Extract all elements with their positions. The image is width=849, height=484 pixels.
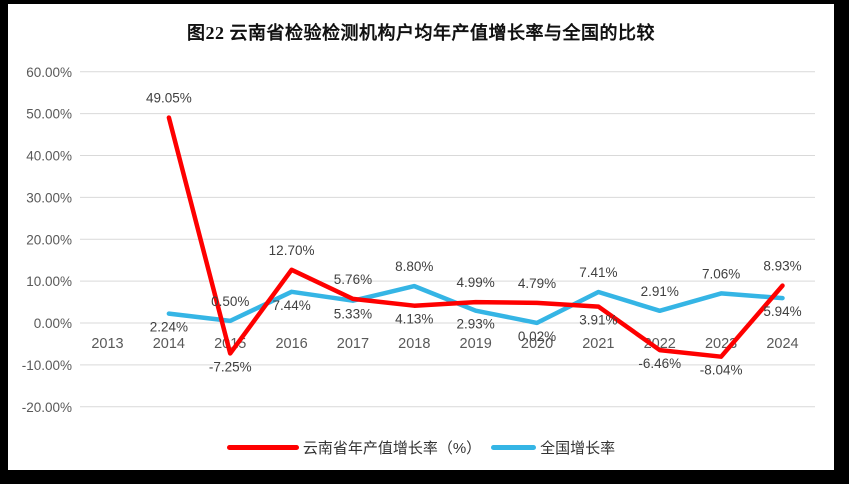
y-axis-tick-label: 50.00% [26,107,72,122]
y-axis-tick-label: -20.00% [22,400,72,415]
x-axis-tick-label: 2013 [91,336,123,352]
data-label: 7.06% [702,266,740,281]
x-axis-tick-label: 2022 [644,336,676,352]
legend-label-0: 云南省年产值增长率（%） [302,440,482,457]
x-axis-tick-label: 2018 [398,336,430,352]
data-label: 7.41% [579,265,617,280]
frame-border-right [834,0,849,484]
data-label: 5.76% [334,272,372,287]
x-axis-tick-label: 2021 [582,336,614,352]
series-line-0 [166,115,785,359]
data-label: 4.13% [395,312,433,327]
y-axis-tick-label: 20.00% [26,232,72,247]
data-label: 3.91% [579,313,617,328]
data-label: 12.70% [269,243,315,258]
data-label: -8.04% [700,363,743,378]
data-label: 2.24% [150,320,188,335]
y-axis-tick-label: 0.00% [34,316,72,331]
legend-line-swatch-1 [491,445,537,450]
legend-item-0: 云南省年产值增长率（%） [226,437,482,458]
chart-title: 图22 云南省检验检测机构户均年产值增长率与全国的比较 [187,23,655,43]
data-label: 0.50% [211,294,249,309]
y-axis-tick-label: 40.00% [26,149,72,164]
legend-line-swatch-0 [226,445,299,450]
legend-item-1: 全国增长率 [491,437,615,458]
data-label: 0.02% [518,329,556,344]
frame-border-bottom [0,470,849,484]
data-label: 49.05% [146,91,192,106]
y-axis-tick-label: 30.00% [26,190,72,205]
x-axis-tick-label: 2020 [521,336,553,352]
data-label: -6.46% [638,356,681,371]
x-axis-tick-label: 2014 [153,336,185,352]
data-label: 2.91% [641,284,679,299]
y-axis-tick-label: 60.00% [26,65,72,80]
frame-border-left [0,0,8,484]
x-axis-tick-label: 2024 [766,336,798,352]
y-axis-tick-label: -10.00% [22,358,72,373]
data-label: 5.94% [763,304,801,319]
data-label: 5.33% [334,307,372,322]
data-label: 7.44% [272,298,310,313]
x-axis-tick-label: 2017 [337,336,369,352]
data-label: 2.93% [457,317,495,332]
legend-label-1: 全国增长率 [540,440,616,457]
data-label: -7.25% [209,359,252,374]
data-label: 8.80% [395,259,433,274]
frame-border-top [0,0,849,4]
chart-legend: 云南省年产值增长率（%） 全国增长率 [8,437,834,458]
x-axis-tick-label: 2016 [275,336,307,352]
y-axis-tick-label: 10.00% [26,274,72,289]
data-label: 8.93% [763,259,801,274]
series-line-1 [166,283,785,326]
x-axis-tick-label: 2019 [460,336,492,352]
data-label: 4.99% [457,275,495,290]
data-label: 4.79% [518,276,556,291]
